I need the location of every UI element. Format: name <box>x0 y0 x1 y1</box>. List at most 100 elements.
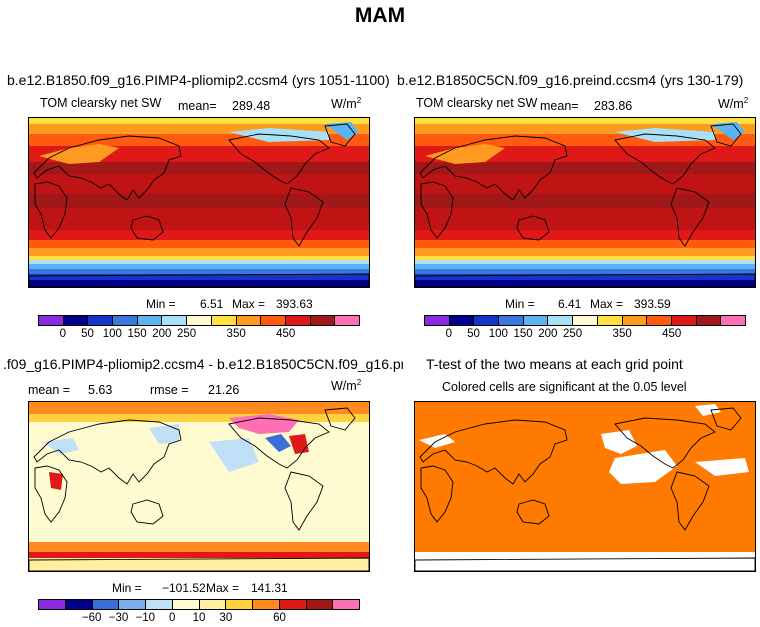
panel-bl-max-label: Max = <box>206 581 240 595</box>
colorbar-tick-label: 150 <box>513 328 533 340</box>
coastline <box>228 417 330 469</box>
panel-bl-rmse-value: 21.26 <box>208 383 240 397</box>
colorbar-swatch <box>137 316 163 325</box>
diff-patch <box>209 438 259 472</box>
colorbar-tick-label: 100 <box>488 328 508 340</box>
panel-bl-title: .f09_g16.PIMP4-pliomip2.ccsm4 - b.e12.B1… <box>3 356 403 372</box>
colorbar-tick-label: 60 <box>273 612 286 624</box>
colorbar-tick-label: −60 <box>81 612 102 624</box>
panel-tl-max-label: Max = <box>232 297 266 311</box>
coastline <box>130 215 164 241</box>
map-band <box>29 194 369 208</box>
panel-bl-min-value: −101.52 <box>162 581 206 595</box>
coastline <box>33 419 182 485</box>
map-band <box>29 264 369 269</box>
map-band <box>415 162 755 174</box>
colorbar-tick-label: 250 <box>177 328 197 340</box>
coastline <box>284 187 324 247</box>
coastline <box>710 407 742 431</box>
panel-tl-mean-value: 289.48 <box>232 99 271 113</box>
map-band <box>415 194 755 208</box>
colorbar-swatch <box>92 600 120 609</box>
colorbar-swatch <box>226 600 253 609</box>
panel-tr-units: W/m2 <box>718 96 749 112</box>
map-band <box>415 256 755 260</box>
diff-band <box>29 542 369 552</box>
coastline <box>34 465 68 523</box>
colorbar-swatch <box>474 316 500 325</box>
coastline <box>34 181 68 239</box>
colorbar-swatch <box>622 316 648 325</box>
panel-tr-colorbar-ticks: 0 50 100 150 200 250 350 450 <box>424 328 746 342</box>
nonsignificant-region <box>695 458 749 476</box>
panel-br-map <box>414 401 756 572</box>
coastline <box>670 471 710 531</box>
map-abs-tr <box>415 118 755 287</box>
colorbar-tick-label: 250 <box>563 328 583 340</box>
coastline <box>29 557 369 571</box>
map-band <box>29 240 369 248</box>
diff-patch <box>265 434 291 452</box>
panel-br-title: T-test of the two means at each grid poi… <box>426 356 683 372</box>
panel-br-subtitle: Colored cells are significant at the 0.0… <box>442 380 687 394</box>
panel-tr-max-label: Max = <box>590 297 624 311</box>
colorbar-tick-label: 50 <box>467 328 480 340</box>
map-band <box>29 260 369 264</box>
colorbar-swatch <box>306 600 334 609</box>
colorbar-tick-label: 350 <box>226 328 246 340</box>
panel-bl-map <box>28 401 370 572</box>
colorbar-swatch <box>65 600 93 609</box>
coastline <box>324 407 356 431</box>
diff-band <box>29 552 369 558</box>
panel-bl-min-label: Min = <box>112 581 142 595</box>
colorbar-tick-label: 200 <box>538 328 558 340</box>
panel-tr-mean-value: 283.86 <box>594 99 633 113</box>
colorbar-tick-label: 150 <box>127 328 147 340</box>
colorbar-swatch <box>199 600 227 609</box>
map-band <box>29 118 369 124</box>
panel-tl-title: b.e12.B1850.f09_g16.PIMP4-pliomip2.ccsm4… <box>7 72 390 88</box>
map-band <box>415 280 755 287</box>
map-band <box>415 174 755 194</box>
colorbar-tick-label: −30 <box>108 612 129 624</box>
map-band <box>415 260 755 264</box>
diff-patch <box>49 472 63 490</box>
colorbar-tick-label: 50 <box>81 328 94 340</box>
colorbar-swatch <box>721 316 745 325</box>
panel-tr-mean-label: mean= <box>540 99 579 113</box>
figure-title: MAM <box>354 4 406 27</box>
colorbar-tick-label: 450 <box>662 328 682 340</box>
colorbar-swatch <box>647 316 672 325</box>
map-band <box>415 248 755 256</box>
coastline <box>284 471 324 531</box>
map-band <box>415 124 755 134</box>
map-diff <box>29 402 369 571</box>
colorbar-swatch <box>671 316 697 325</box>
map-band <box>29 230 369 240</box>
map-band <box>29 269 369 274</box>
colorbar-swatch <box>187 316 212 325</box>
colorbar-tick-label: 450 <box>276 328 296 340</box>
coastline <box>710 123 742 147</box>
panel-tl-min-value: 6.51 <box>200 297 224 311</box>
colorbar-swatch <box>211 316 237 325</box>
colorbar-swatch <box>523 316 549 325</box>
land-patch <box>39 144 119 164</box>
map-abs-tl <box>29 118 369 287</box>
panel-tl-variable: TOM clearsky net SW <box>40 96 162 110</box>
panel-tl-colorbar <box>38 315 360 326</box>
map-ttest <box>415 402 755 571</box>
map-band <box>29 274 369 280</box>
nonsignificant-region <box>601 430 637 454</box>
colorbar-swatch <box>285 316 311 325</box>
map-band <box>415 208 755 230</box>
panel-tr-variable: TOM clearsky net SW <box>416 96 538 110</box>
colorbar-swatch <box>253 600 280 609</box>
nonsignificant-region <box>609 450 677 484</box>
panel-tr-colorbar <box>424 315 746 326</box>
map-band <box>415 274 755 280</box>
panel-tr-title: b.e12.B1850C5CN.f09_g16.preind.ccsm4 (yr… <box>397 72 744 88</box>
colorbar-swatch <box>499 316 524 325</box>
map-band <box>415 118 755 124</box>
colorbar-tick-label: −10 <box>135 612 156 624</box>
